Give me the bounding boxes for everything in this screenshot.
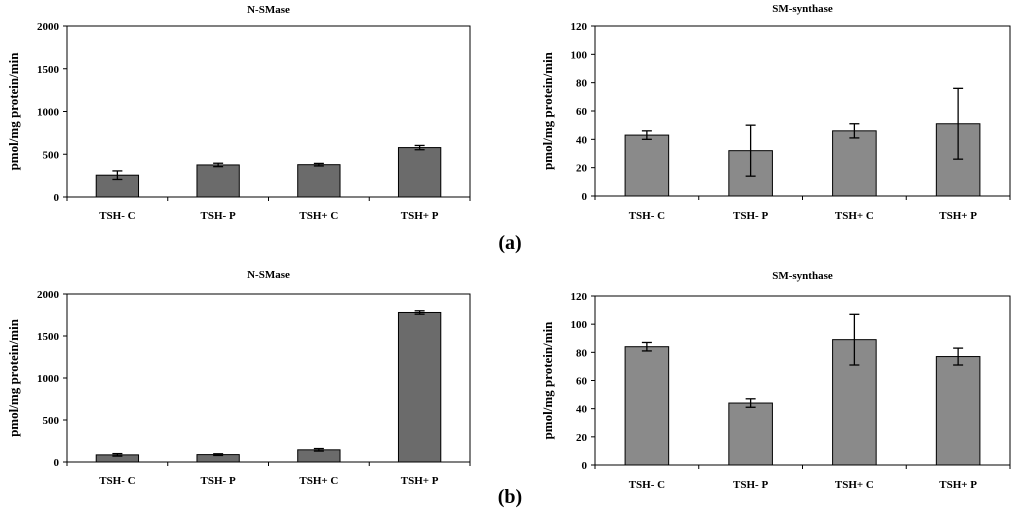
y-tick-label: 500 — [43, 415, 60, 427]
chart-a-n-smase: N-SMase pmol/mg protein/min 0 500 1000 1500 20… — [6, 4, 471, 222]
bar — [397, 311, 442, 463]
x-tick-label: TSH- P — [733, 210, 768, 222]
y-tick-label: 1500 — [37, 331, 60, 343]
y-tick-label: 0 — [582, 460, 588, 472]
y-tick-label: 80 — [576, 78, 588, 90]
y-tick-label: 100 — [571, 319, 588, 331]
y-tick-label: 0 — [582, 191, 588, 203]
y-tick-label: 0 — [54, 457, 60, 469]
y-tick-label: 20 — [576, 432, 588, 444]
y-axis-label: pmol/mg protein/min — [6, 318, 21, 437]
chart-title: N-SMase — [247, 4, 290, 16]
y-tick-label: 40 — [576, 134, 588, 146]
chart-title: SM-synthase — [772, 3, 833, 15]
bar — [624, 134, 670, 197]
x-tick-label: TSH- P — [201, 475, 236, 487]
y-tick-label: 40 — [576, 404, 588, 416]
bar — [624, 346, 670, 466]
x-tick-label: TSH+ P — [939, 479, 977, 491]
y-tick-label: 80 — [576, 347, 588, 359]
chart-b-n-smase: N-SMase pmol/mg protein/min 0 500 1000 1500 20… — [6, 269, 471, 487]
bar — [397, 147, 442, 198]
x-tick-label: TSH+ C — [299, 210, 338, 222]
chart-title: N-SMase — [247, 269, 290, 281]
x-tick-label: TSH+ P — [939, 210, 977, 222]
x-tick-label: TSH+ P — [401, 475, 439, 487]
y-axis-label: pmol/mg protein/min — [6, 52, 21, 171]
bar — [297, 164, 341, 198]
chart-a-sm-synthase: SM-synthase pmol/mg protein/min 0 20 40 60 80 1… — [540, 3, 1011, 222]
panel-label-b: (b) — [498, 486, 522, 508]
y-tick-label: 500 — [43, 149, 60, 161]
y-tick-label: 2000 — [37, 21, 60, 33]
y-tick-label: 60 — [576, 376, 588, 388]
x-tick-label: TSH+ C — [299, 475, 338, 487]
y-axis-label: pmol/mg protein/min — [540, 51, 555, 170]
chart-b-sm-synthase: SM-synthase pmol/mg protein/min 0 20 40 60 80 1… — [540, 270, 1011, 491]
y-tick-label: 120 — [571, 291, 588, 303]
y-tick-label: 2000 — [37, 289, 60, 301]
y-axis-label: pmol/mg protein/min — [540, 321, 555, 440]
y-tick-label: 20 — [576, 163, 588, 175]
y-tick-label: 1000 — [37, 107, 60, 119]
x-tick-label: TSH- C — [629, 210, 665, 222]
bar — [832, 130, 877, 197]
x-tick-label: TSH- C — [99, 475, 135, 487]
x-tick-label: TSH- C — [629, 479, 665, 491]
y-tick-label: 100 — [571, 49, 588, 61]
x-tick-label: TSH+ P — [401, 210, 439, 222]
x-tick-label: TSH+ C — [835, 210, 874, 222]
y-tick-label: 1500 — [37, 64, 60, 76]
x-tick-label: TSH- P — [201, 210, 236, 222]
bar — [728, 402, 773, 466]
bar — [196, 164, 240, 198]
y-tick-label: 60 — [576, 106, 588, 118]
y-tick-label: 0 — [54, 192, 60, 204]
x-tick-label: TSH- C — [99, 210, 135, 222]
x-tick-label: TSH+ C — [835, 479, 874, 491]
x-tick-label: TSH- P — [733, 479, 768, 491]
chart-title: SM-synthase — [772, 270, 833, 282]
y-tick-label: 1000 — [37, 373, 60, 385]
bar — [935, 356, 981, 466]
y-tick-label: 120 — [571, 21, 588, 33]
panel-label-a: (a) — [498, 232, 521, 254]
